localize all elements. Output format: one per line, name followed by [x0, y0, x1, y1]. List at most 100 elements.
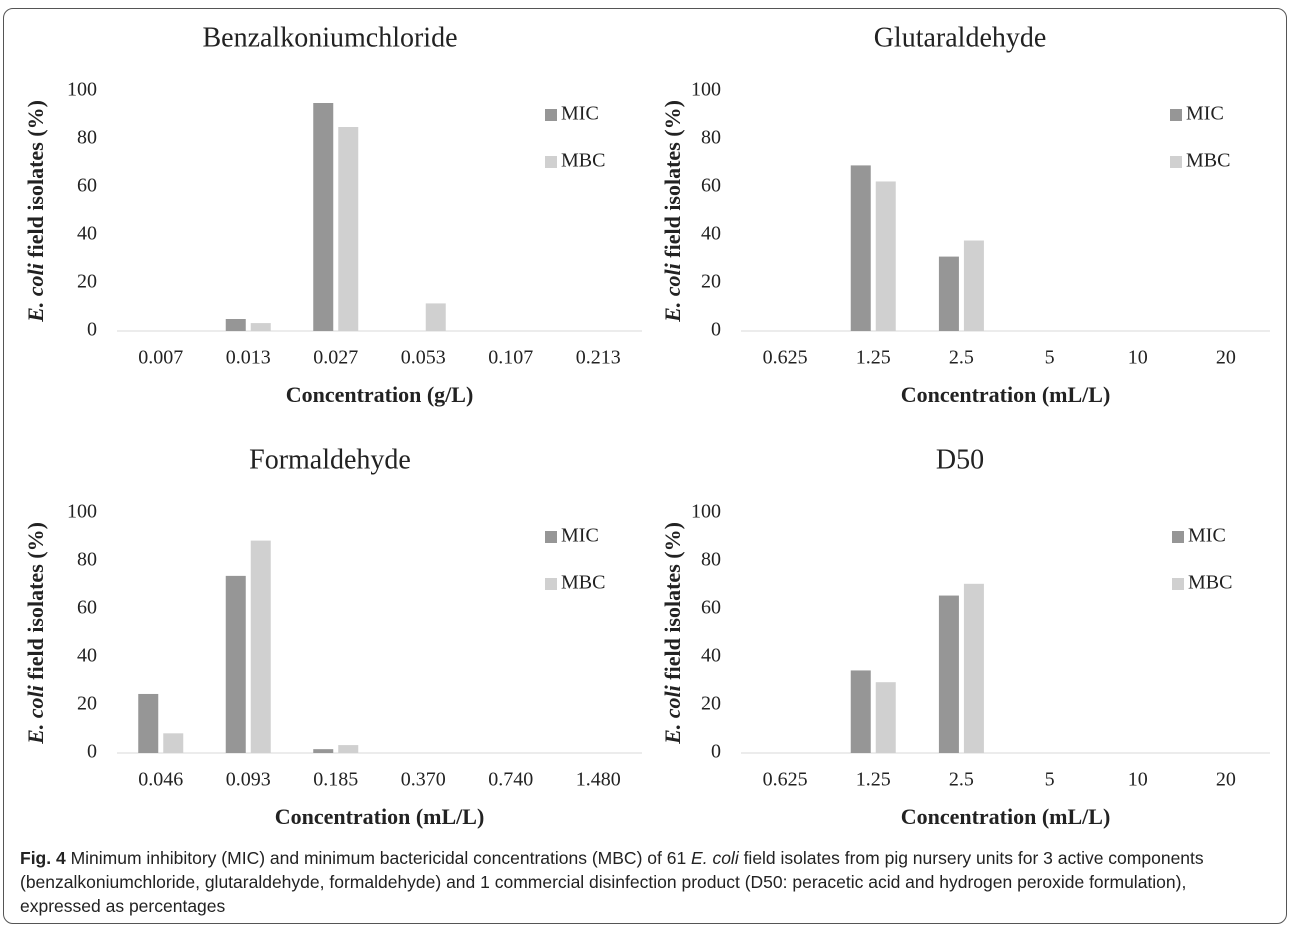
y-tick-label: 100	[691, 79, 721, 101]
x-tick-label: 0.625	[763, 347, 808, 369]
caption-text: Minimum inhibitory (MIC) and minimum bac…	[65, 848, 692, 868]
x-tick-label: 10	[1128, 347, 1148, 369]
y-tick-label: 80	[77, 127, 97, 149]
bar	[225, 575, 246, 753]
y-tick-label: 0	[711, 741, 721, 763]
y-axis-label-part: field isolates (%)	[660, 100, 685, 263]
bar	[938, 595, 959, 753]
y-tick-label: 40	[77, 645, 97, 667]
y-axis-label: E. coli field isolates (%)	[23, 100, 48, 323]
y-axis-label-part: field isolates (%)	[23, 100, 48, 263]
x-tick-label: 2.5	[949, 769, 974, 791]
bar	[313, 103, 334, 331]
x-tick-label: 0.007	[138, 347, 183, 369]
y-tick-label: 80	[77, 549, 97, 571]
caption-label: Fig. 4	[20, 848, 66, 868]
y-tick-label: 60	[77, 175, 97, 197]
y-tick-label: 80	[701, 127, 721, 149]
x-axis-label: Concentration (g/L)	[286, 382, 474, 407]
legend-swatch	[1172, 578, 1184, 590]
bar	[963, 240, 984, 331]
y-tick-label: 20	[77, 693, 97, 715]
x-tick-label: 0.740	[488, 769, 533, 791]
x-axis-label: Concentration (mL/L)	[275, 804, 485, 829]
x-tick-label: 0.093	[226, 769, 271, 791]
x-axis-label: Concentration (mL/L)	[901, 804, 1111, 829]
chart-title: Formaldehyde	[249, 444, 411, 475]
caption-text: E. coli	[691, 848, 739, 868]
bar	[225, 319, 246, 331]
legend-swatch	[545, 578, 557, 590]
y-tick-label: 100	[691, 501, 721, 523]
x-tick-label: 20	[1216, 769, 1236, 791]
caption-text: field isolates from pig nursery units fo…	[20, 848, 1204, 916]
bar	[313, 749, 334, 753]
y-tick-label: 60	[77, 597, 97, 619]
y-axis-label-part: field isolates (%)	[660, 522, 685, 685]
caption: Fig. 4 Minimum inhibitory (MIC) and mini…	[20, 846, 1270, 918]
y-axis-label-part: E. coli	[23, 684, 48, 745]
y-tick-label: 0	[87, 741, 97, 763]
x-tick-label: 0.370	[401, 769, 446, 791]
y-tick-label: 0	[87, 319, 97, 341]
x-tick-label: 0.213	[576, 347, 621, 369]
x-tick-label: 0.625	[763, 769, 808, 791]
x-tick-label: 1.480	[576, 769, 621, 791]
y-axis-label-part: E. coli	[23, 262, 48, 323]
legend-label: MBC	[561, 572, 605, 594]
legend-label: MIC	[1188, 525, 1226, 547]
bar	[850, 670, 871, 753]
x-tick-label: 0.107	[488, 347, 533, 369]
bar	[875, 181, 896, 331]
y-tick-label: 80	[701, 549, 721, 571]
x-tick-label: 2.5	[949, 347, 974, 369]
chart-title: Glutaraldehyde	[874, 22, 1047, 53]
x-tick-label: 0.185	[313, 769, 358, 791]
y-tick-label: 60	[701, 597, 721, 619]
chart-title: D50	[936, 444, 984, 475]
y-tick-label: 40	[701, 645, 721, 667]
bar	[875, 682, 896, 753]
y-tick-label: 0	[711, 319, 721, 341]
y-tick-label: 40	[701, 223, 721, 245]
y-axis-label-part: field isolates (%)	[23, 522, 48, 685]
y-tick-label: 100	[67, 501, 97, 523]
y-tick-label: 100	[67, 79, 97, 101]
x-tick-label: 20	[1216, 347, 1236, 369]
y-tick-label: 60	[701, 175, 721, 197]
bar	[250, 540, 271, 753]
x-tick-label: 0.053	[401, 347, 446, 369]
x-tick-label: 0.046	[138, 769, 183, 791]
bar	[938, 256, 959, 331]
bar	[138, 693, 159, 753]
legend-label: MBC	[561, 150, 605, 172]
bar	[338, 745, 359, 753]
y-axis-label-part: E. coli	[660, 262, 685, 323]
y-tick-label: 20	[701, 693, 721, 715]
y-axis-label: E. coli field isolates (%)	[23, 522, 48, 745]
x-tick-label: 0.013	[226, 347, 271, 369]
x-tick-label: 5	[1045, 769, 1055, 791]
legend-swatch	[1170, 156, 1182, 168]
x-tick-label: 0.027	[313, 347, 358, 369]
y-axis-label: E. coli field isolates (%)	[660, 100, 685, 323]
legend-swatch	[1172, 531, 1184, 543]
bar	[850, 165, 871, 331]
legend-swatch	[545, 109, 557, 121]
x-tick-label: 1.25	[856, 347, 891, 369]
bar	[425, 303, 446, 331]
legend-swatch	[545, 156, 557, 168]
x-tick-label: 10	[1128, 769, 1148, 791]
y-axis-label: E. coli field isolates (%)	[660, 522, 685, 745]
y-tick-label: 20	[701, 271, 721, 293]
frame	[3, 8, 1287, 924]
bar	[963, 583, 984, 753]
y-tick-label: 40	[77, 223, 97, 245]
x-tick-label: 1.25	[856, 769, 891, 791]
bar	[338, 127, 359, 331]
legend-label: MBC	[1186, 150, 1230, 172]
y-tick-label: 20	[77, 271, 97, 293]
legend-label: MIC	[1186, 103, 1224, 125]
